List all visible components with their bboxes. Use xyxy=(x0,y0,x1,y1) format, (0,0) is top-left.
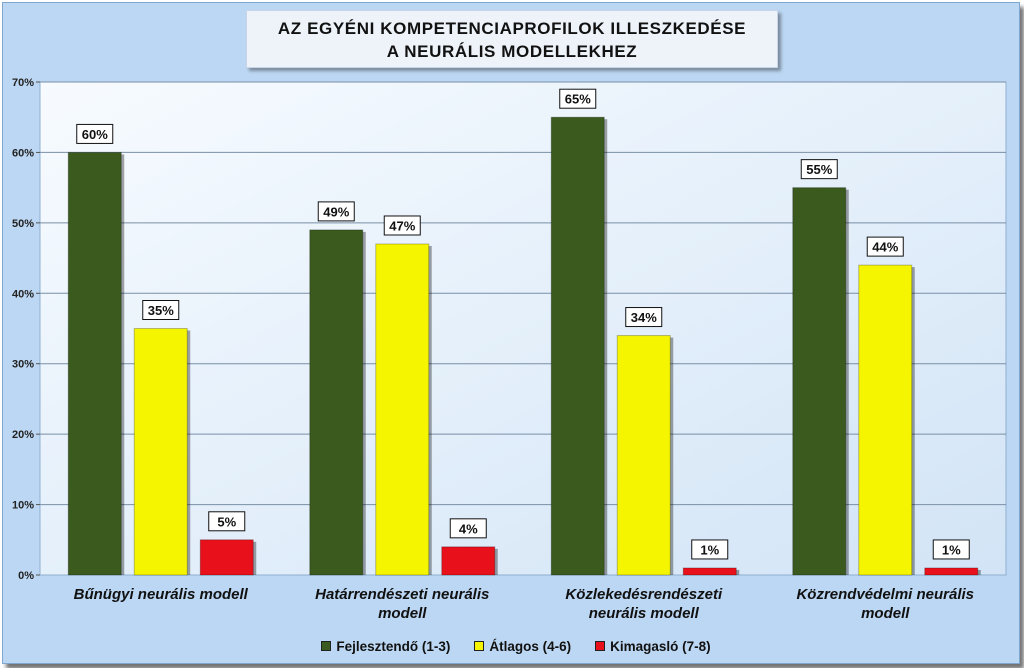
y-tick-label: 10% xyxy=(12,500,34,512)
y-tick-label: 70% xyxy=(12,77,34,89)
data-label-box xyxy=(691,539,729,560)
x-category-label: modell xyxy=(378,605,427,622)
bar xyxy=(858,264,913,576)
data-label: 49% xyxy=(323,204,349,219)
bar xyxy=(309,229,364,576)
data-label-box xyxy=(317,201,355,222)
data-label: 1% xyxy=(942,542,961,557)
data-label-box xyxy=(932,539,970,560)
data-label-box xyxy=(449,518,487,539)
bar xyxy=(550,116,605,576)
data-label: 5% xyxy=(217,514,236,529)
y-tick-label: 60% xyxy=(12,147,34,159)
legend-label: Átlagos (4-6) xyxy=(489,638,572,654)
data-label-box xyxy=(76,123,114,144)
data-label: 44% xyxy=(872,240,898,255)
y-tick-label: 0% xyxy=(18,570,34,582)
chart-title-box: AZ EGYÉNI KOMPETENCIAPROFILOK ILLESZKEDÉ… xyxy=(246,10,778,68)
x-category-label: Bűnügyi neurális modell xyxy=(74,586,249,603)
y-tick-label: 20% xyxy=(12,429,34,441)
legend-swatch xyxy=(321,641,332,651)
bar xyxy=(199,539,254,576)
data-label-box xyxy=(800,159,838,180)
y-tick-label: 30% xyxy=(12,359,34,371)
data-label: 60% xyxy=(82,127,108,142)
data-label-box xyxy=(142,300,180,320)
data-label: 65% xyxy=(565,92,591,107)
x-category-label: modell xyxy=(861,605,910,622)
data-label-box xyxy=(559,88,597,109)
x-category-label: Határrendészeti neurális xyxy=(315,586,489,603)
legend-label: Fejlesztendő (1-3) xyxy=(336,638,451,654)
data-label-box xyxy=(208,511,246,532)
y-tick-label: 40% xyxy=(12,288,34,300)
data-label-box xyxy=(625,307,663,328)
legend-swatch xyxy=(595,641,606,651)
bar xyxy=(133,328,188,576)
legend-label: Kimagasló (7-8) xyxy=(610,638,711,654)
data-label: 34% xyxy=(631,310,657,325)
x-category-label: Közlekedésrendészeti xyxy=(565,586,723,603)
legend-item-atlagos: Átlagos (4-6) xyxy=(474,639,571,654)
bar xyxy=(375,243,430,576)
data-label-box xyxy=(383,215,421,236)
legend-item-kimagaslo: Kimagasló (7-8) xyxy=(595,639,711,654)
bar xyxy=(67,151,122,576)
x-category-label: Közrendvédelmi neurális xyxy=(796,586,974,603)
bar xyxy=(616,335,671,576)
data-label: 55% xyxy=(806,162,832,177)
data-label: 4% xyxy=(459,521,478,536)
data-label-box xyxy=(866,236,904,257)
x-category-label: neurális modell xyxy=(589,605,700,622)
chart-subtitle: A NEURÁLIS MODELLEKHEZ xyxy=(386,42,638,61)
bar xyxy=(441,546,496,576)
data-label: 1% xyxy=(700,542,719,557)
legend-swatch xyxy=(474,641,485,651)
legend: Fejlesztendő (1-3) Átlagos (4-6) Kimagas… xyxy=(296,636,736,656)
y-tick-label: 50% xyxy=(12,218,34,230)
bar xyxy=(682,567,737,576)
bar xyxy=(924,567,979,576)
data-label: 35% xyxy=(148,303,174,318)
legend-item-fejlesztendo: Fejlesztendő (1-3) xyxy=(321,639,450,654)
bar xyxy=(792,187,847,576)
data-label: 47% xyxy=(389,218,415,233)
chart-title: AZ EGYÉNI KOMPETENCIAPROFILOK ILLESZKEDÉ… xyxy=(277,19,747,38)
